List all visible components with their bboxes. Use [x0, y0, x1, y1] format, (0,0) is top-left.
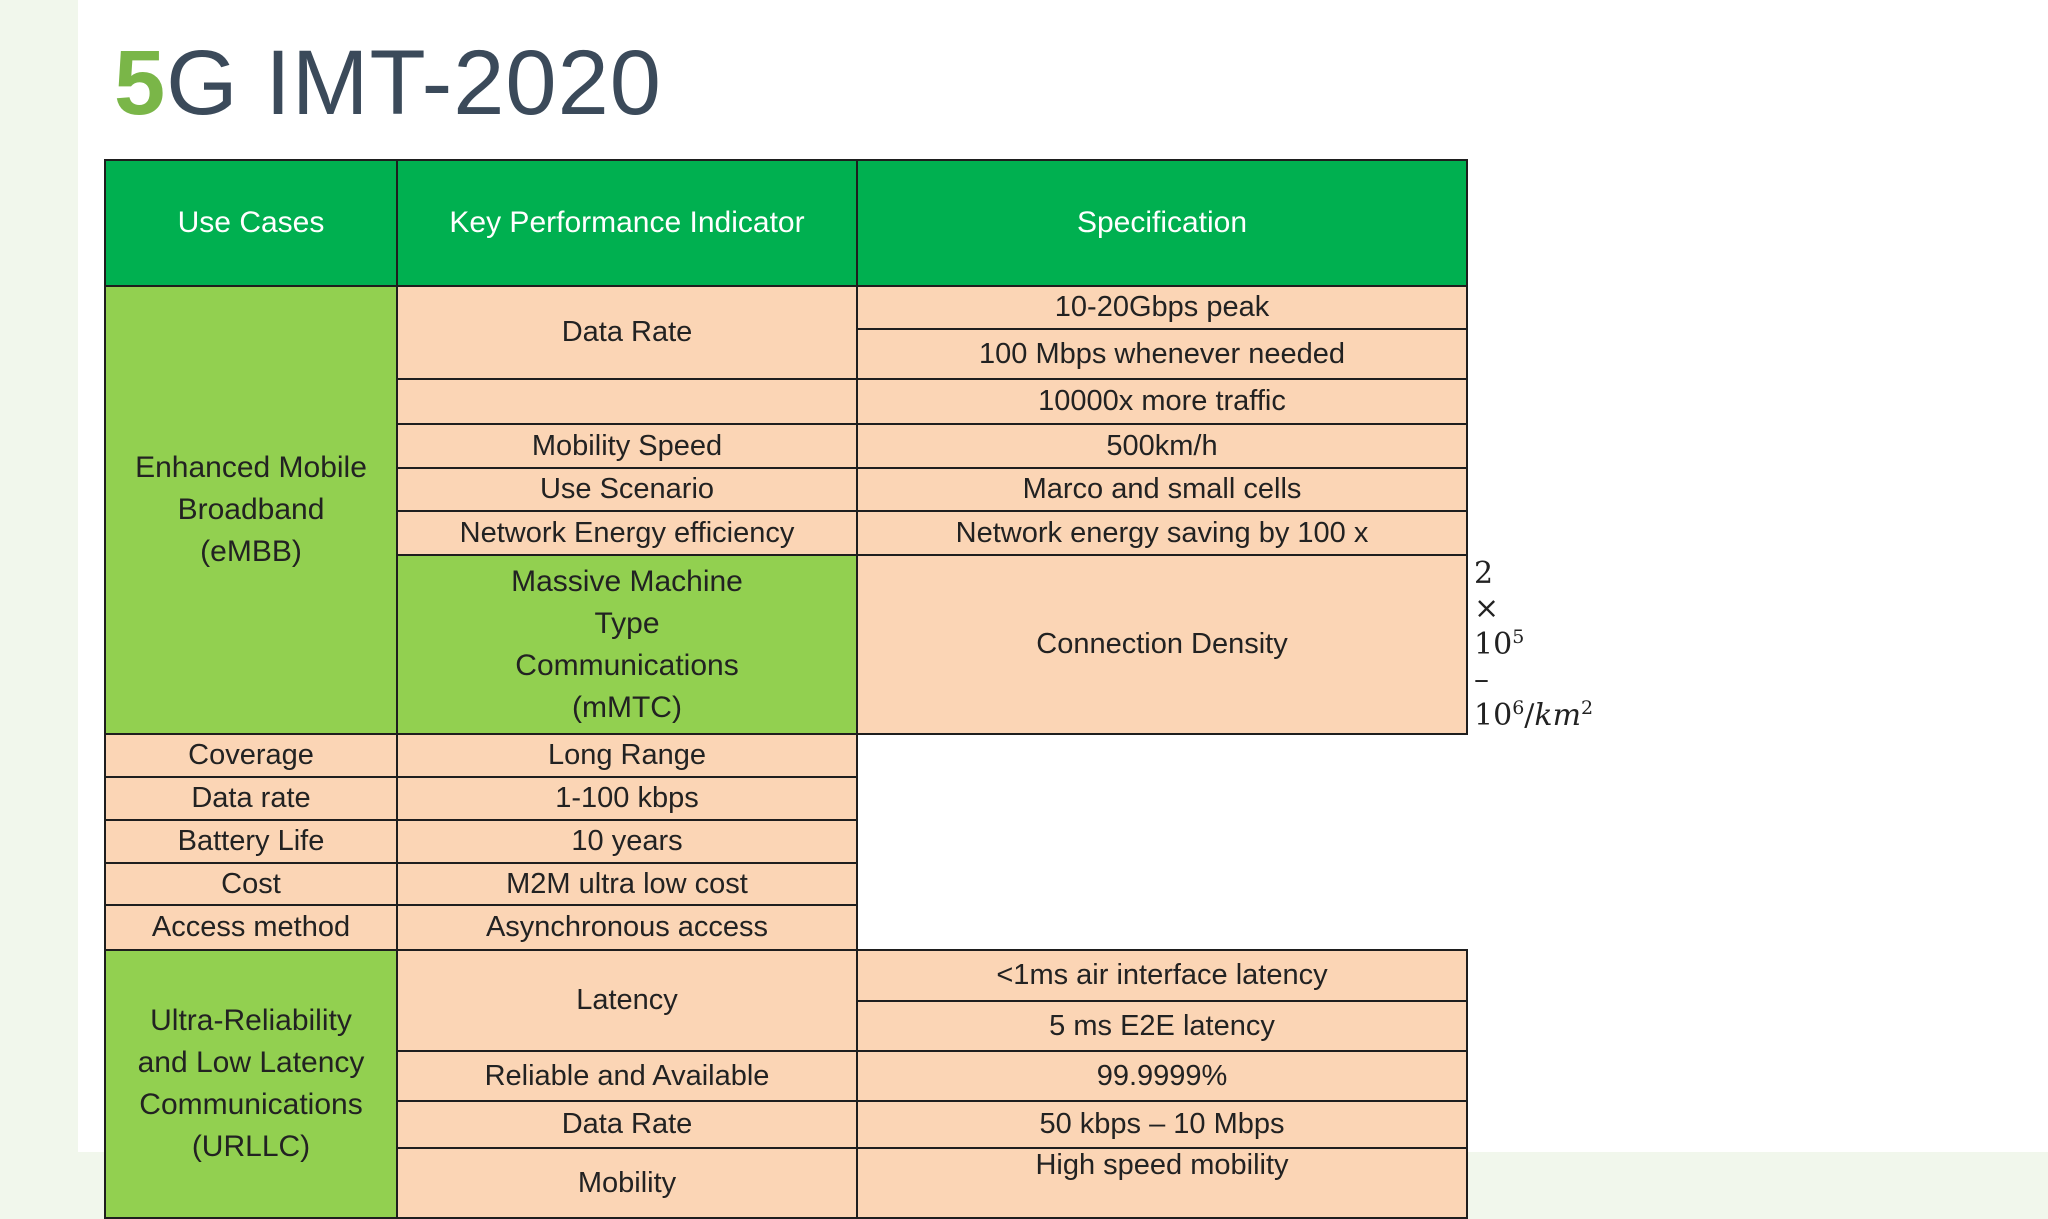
- kpi-use-scenario: Use Scenario: [396, 467, 858, 512]
- kpi-data-rate: Data Rate: [396, 285, 858, 380]
- use-case-line: Ultra-Reliability: [150, 1004, 352, 1037]
- kpi-blank: [396, 378, 858, 425]
- kpi-connection-density: Connection Density: [856, 554, 1468, 735]
- use-case-embb: Enhanced Mobile Broadband (eMBB): [104, 285, 398, 735]
- table-row: Battery Life 10 years: [104, 819, 1467, 864]
- table-row: Network Energy efficiency Network energy…: [105, 510, 1468, 556]
- formula-exponent: 2: [1581, 697, 1594, 719]
- spec-mobility: High speed mobility: [856, 1147, 1468, 1219]
- density-formula: 2 × 105 – 106/km2: [1474, 556, 1593, 733]
- spec-cost: M2M ultra low cost: [396, 862, 858, 906]
- use-case-line: Massive Machine: [511, 564, 743, 598]
- spec-e2e-latency: 5 ms E2E latency: [856, 1000, 1468, 1052]
- use-case-line: (eMBB): [200, 535, 302, 568]
- use-case-line: Broadband: [177, 493, 325, 526]
- formula-part: 2 × 10: [1474, 556, 1513, 662]
- table-row: Enhanced Mobile Broadband (eMBB) Data Ra…: [104, 285, 1468, 735]
- use-case-line: Type: [594, 606, 660, 640]
- table-row: Ultra-Reliability and Low Latency Communic…: [104, 949, 1468, 1219]
- spec-data-rate-mmtc: 1-100 kbps: [396, 776, 858, 821]
- table-row: 100 Mbps whenever needed: [105, 328, 1468, 380]
- formula-exponent: 5: [1512, 626, 1525, 648]
- kpi-mobility: Mobility: [396, 1147, 858, 1219]
- spec-whenever-needed: 100 Mbps whenever needed: [856, 328, 1468, 380]
- kpi-data-rate-mmtc: Data rate: [104, 776, 398, 821]
- table-row: Cost M2M ultra low cost: [104, 862, 1467, 906]
- kpi-cost: Cost: [104, 862, 398, 906]
- use-case-line: (URLLC): [191, 1130, 311, 1163]
- spec-traffic: 10000x more traffic: [856, 378, 1468, 425]
- formula-unit: km: [1534, 698, 1582, 733]
- spec-reliable-available: 99.9999%: [856, 1050, 1468, 1102]
- table-row: Mobility Speed 500km/h: [105, 423, 1468, 469]
- spec-energy-efficiency: Network energy saving by 100 x: [856, 510, 1468, 556]
- slide-title: 5G IMT-2020: [114, 28, 662, 138]
- header-kpi: Key Performance Indicator: [396, 159, 858, 287]
- kpi-reliable-available: Reliable and Available: [396, 1050, 858, 1102]
- kpi-energy-efficiency: Network Energy efficiency: [396, 510, 858, 556]
- spec-battery-life: 10 years: [396, 819, 858, 864]
- kpi-coverage: Coverage: [104, 733, 398, 778]
- spec-air-latency: <1ms air interface latency: [856, 949, 1468, 1002]
- formula-part: – 10: [1474, 662, 1513, 733]
- title-accent: 5: [114, 32, 167, 134]
- table-header-row: Use Cases Key Performance Indicator Spec…: [104, 159, 1468, 287]
- kpi-mobility-speed: Mobility Speed: [396, 423, 858, 469]
- header-use-cases: Use Cases: [104, 159, 398, 287]
- table-row: Reliable and Available 99.9999%: [105, 1050, 1468, 1102]
- kpi-latency: Latency: [396, 949, 858, 1052]
- spec-data-rate-urllc: 50 kbps – 10 Mbps: [856, 1100, 1468, 1149]
- table-row: 10000x more traffic: [105, 378, 1468, 425]
- table-row: Use Scenario Marco and small cells: [105, 467, 1468, 512]
- use-case-line: Communications: [515, 648, 739, 682]
- table-row: Massive Machine Type Communications (mMTC) …: [105, 554, 1593, 735]
- table-row: Coverage Long Range: [104, 733, 1467, 778]
- spec-mobility-speed: 500km/h: [856, 423, 1468, 469]
- table-row: Data Rate 50 kbps – 10 Mbps: [105, 1100, 1468, 1149]
- kpi-access-method: Access method: [104, 904, 398, 951]
- use-case-line: Enhanced Mobile: [135, 451, 367, 484]
- formula-part: /: [1524, 698, 1535, 733]
- table-row: 5 ms E2E latency: [105, 1000, 1468, 1052]
- table-row: Access method Asynchronous access: [104, 904, 1467, 951]
- table-row: Data rate 1-100 kbps: [104, 776, 1467, 821]
- use-case-line: Communications: [139, 1088, 363, 1121]
- spec-use-scenario: Marco and small cells: [856, 467, 1468, 512]
- header-specification: Specification: [856, 159, 1468, 287]
- spec-coverage: Long Range: [396, 733, 858, 778]
- spec-access-method: Asynchronous access: [396, 904, 858, 951]
- formula-exponent: 6: [1512, 697, 1525, 719]
- use-case-urllc: Ultra-Reliability and Low Latency Communic…: [104, 949, 398, 1219]
- kpi-battery-life: Battery Life: [104, 819, 398, 864]
- use-case-line: (mMTC): [572, 690, 682, 724]
- use-case-line: and Low Latency: [137, 1046, 365, 1079]
- kpi-table: Use Cases Key Performance Indicator Spec…: [104, 159, 1593, 1219]
- spec-peak: 10-20Gbps peak: [856, 285, 1468, 330]
- kpi-data-rate-urllc: Data Rate: [396, 1100, 858, 1149]
- title-text: G IMT-2020: [166, 32, 662, 134]
- use-case-mmtc: Massive Machine Type Communications (mMTC): [396, 554, 858, 735]
